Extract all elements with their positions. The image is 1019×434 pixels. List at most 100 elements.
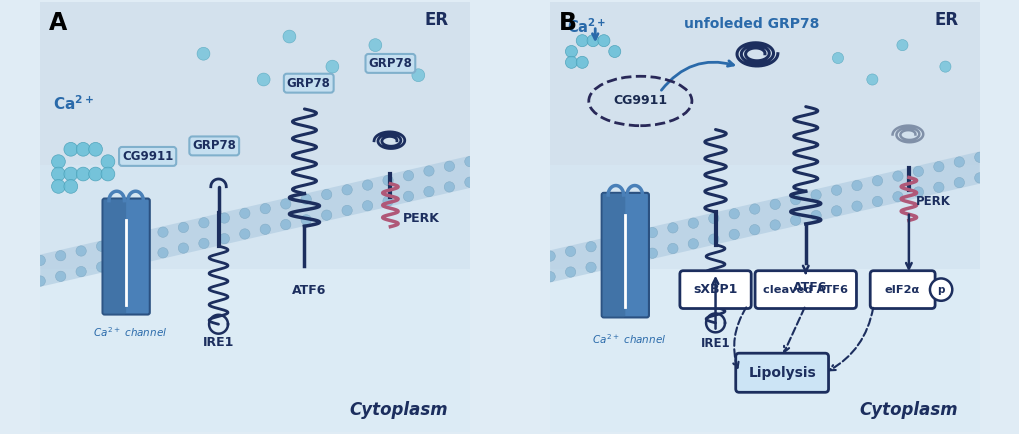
Text: sXBP1: sXBP1 [693, 283, 737, 296]
Bar [40, 2, 470, 269]
FancyBboxPatch shape [103, 198, 150, 315]
Circle shape [810, 190, 820, 200]
Circle shape [832, 53, 843, 64]
Circle shape [585, 262, 596, 273]
FancyBboxPatch shape [680, 271, 750, 309]
Circle shape [138, 232, 148, 242]
Circle shape [830, 185, 841, 195]
Circle shape [55, 250, 66, 261]
Circle shape [369, 39, 381, 52]
Circle shape [199, 238, 209, 249]
Text: IRE1: IRE1 [700, 336, 730, 349]
Circle shape [326, 60, 338, 73]
Circle shape [974, 173, 984, 183]
Text: GRP78: GRP78 [286, 77, 330, 90]
Circle shape [117, 257, 127, 267]
Circle shape [382, 196, 392, 206]
Circle shape [953, 157, 964, 167]
Circle shape [565, 56, 577, 68]
Text: ATF6: ATF6 [291, 284, 326, 297]
Circle shape [871, 176, 881, 186]
Bar [549, 2, 979, 269]
FancyBboxPatch shape [103, 198, 126, 315]
Circle shape [341, 205, 352, 216]
Circle shape [444, 182, 454, 192]
Text: PERK: PERK [915, 195, 950, 208]
Text: Cytoplasm: Cytoplasm [859, 401, 958, 419]
Text: GRP78: GRP78 [193, 139, 236, 152]
Circle shape [729, 209, 739, 219]
Circle shape [444, 161, 454, 171]
Circle shape [199, 217, 209, 228]
Circle shape [280, 199, 290, 209]
Circle shape [301, 215, 311, 225]
Circle shape [76, 142, 90, 156]
Circle shape [89, 167, 102, 181]
Circle shape [101, 167, 115, 181]
Bar [40, 165, 470, 432]
Circle shape [667, 223, 678, 233]
Circle shape [239, 229, 250, 239]
Circle shape [851, 181, 861, 191]
Circle shape [321, 210, 331, 220]
Circle shape [585, 242, 596, 252]
Circle shape [75, 266, 87, 277]
Circle shape [197, 47, 210, 60]
Circle shape [97, 262, 107, 272]
Circle shape [892, 171, 902, 181]
Circle shape [64, 142, 77, 156]
Circle shape [219, 233, 229, 244]
Text: $\bf{Ca^{2+}}$: $\bf{Ca^{2+}}$ [53, 94, 94, 112]
Circle shape [769, 220, 780, 230]
Circle shape [260, 204, 270, 214]
Circle shape [851, 201, 861, 211]
Circle shape [35, 276, 45, 286]
Circle shape [749, 204, 759, 214]
Circle shape [938, 61, 950, 72]
Circle shape [75, 246, 87, 256]
Circle shape [362, 180, 372, 190]
Circle shape [647, 227, 657, 238]
Circle shape [627, 232, 637, 243]
Circle shape [896, 39, 907, 51]
Circle shape [423, 187, 434, 197]
Circle shape [708, 213, 718, 224]
Circle shape [605, 237, 616, 247]
FancyBboxPatch shape [601, 193, 648, 317]
Circle shape [403, 171, 414, 181]
Circle shape [158, 227, 168, 237]
Circle shape [260, 224, 270, 234]
Circle shape [465, 156, 475, 167]
Circle shape [597, 35, 609, 47]
FancyBboxPatch shape [735, 353, 827, 392]
Circle shape [101, 155, 115, 168]
Circle shape [912, 166, 922, 177]
Text: p: p [936, 285, 944, 295]
Circle shape [929, 279, 952, 301]
Circle shape [974, 152, 984, 162]
Circle shape [55, 271, 66, 282]
Circle shape [729, 229, 739, 240]
Circle shape [708, 234, 718, 244]
Circle shape [892, 191, 902, 202]
Circle shape [544, 251, 554, 261]
Bar [549, 165, 979, 432]
Circle shape [321, 189, 331, 200]
Circle shape [280, 220, 290, 230]
Circle shape [219, 213, 229, 223]
Text: ER: ER [424, 11, 448, 29]
Circle shape [749, 224, 759, 235]
Circle shape [608, 46, 621, 58]
Text: GRP78: GRP78 [368, 57, 412, 70]
Circle shape [565, 46, 577, 58]
Circle shape [117, 237, 127, 247]
Circle shape [301, 194, 311, 204]
Circle shape [52, 155, 65, 168]
Circle shape [403, 191, 414, 201]
Text: unfoleded GRP78: unfoleded GRP78 [684, 17, 819, 31]
Circle shape [138, 252, 148, 263]
Circle shape [565, 267, 575, 277]
Text: $\it{Ca^{2+}\ channel}$: $\it{Ca^{2+}\ channel}$ [93, 325, 167, 339]
Text: PERK: PERK [403, 212, 439, 225]
Circle shape [257, 73, 270, 86]
